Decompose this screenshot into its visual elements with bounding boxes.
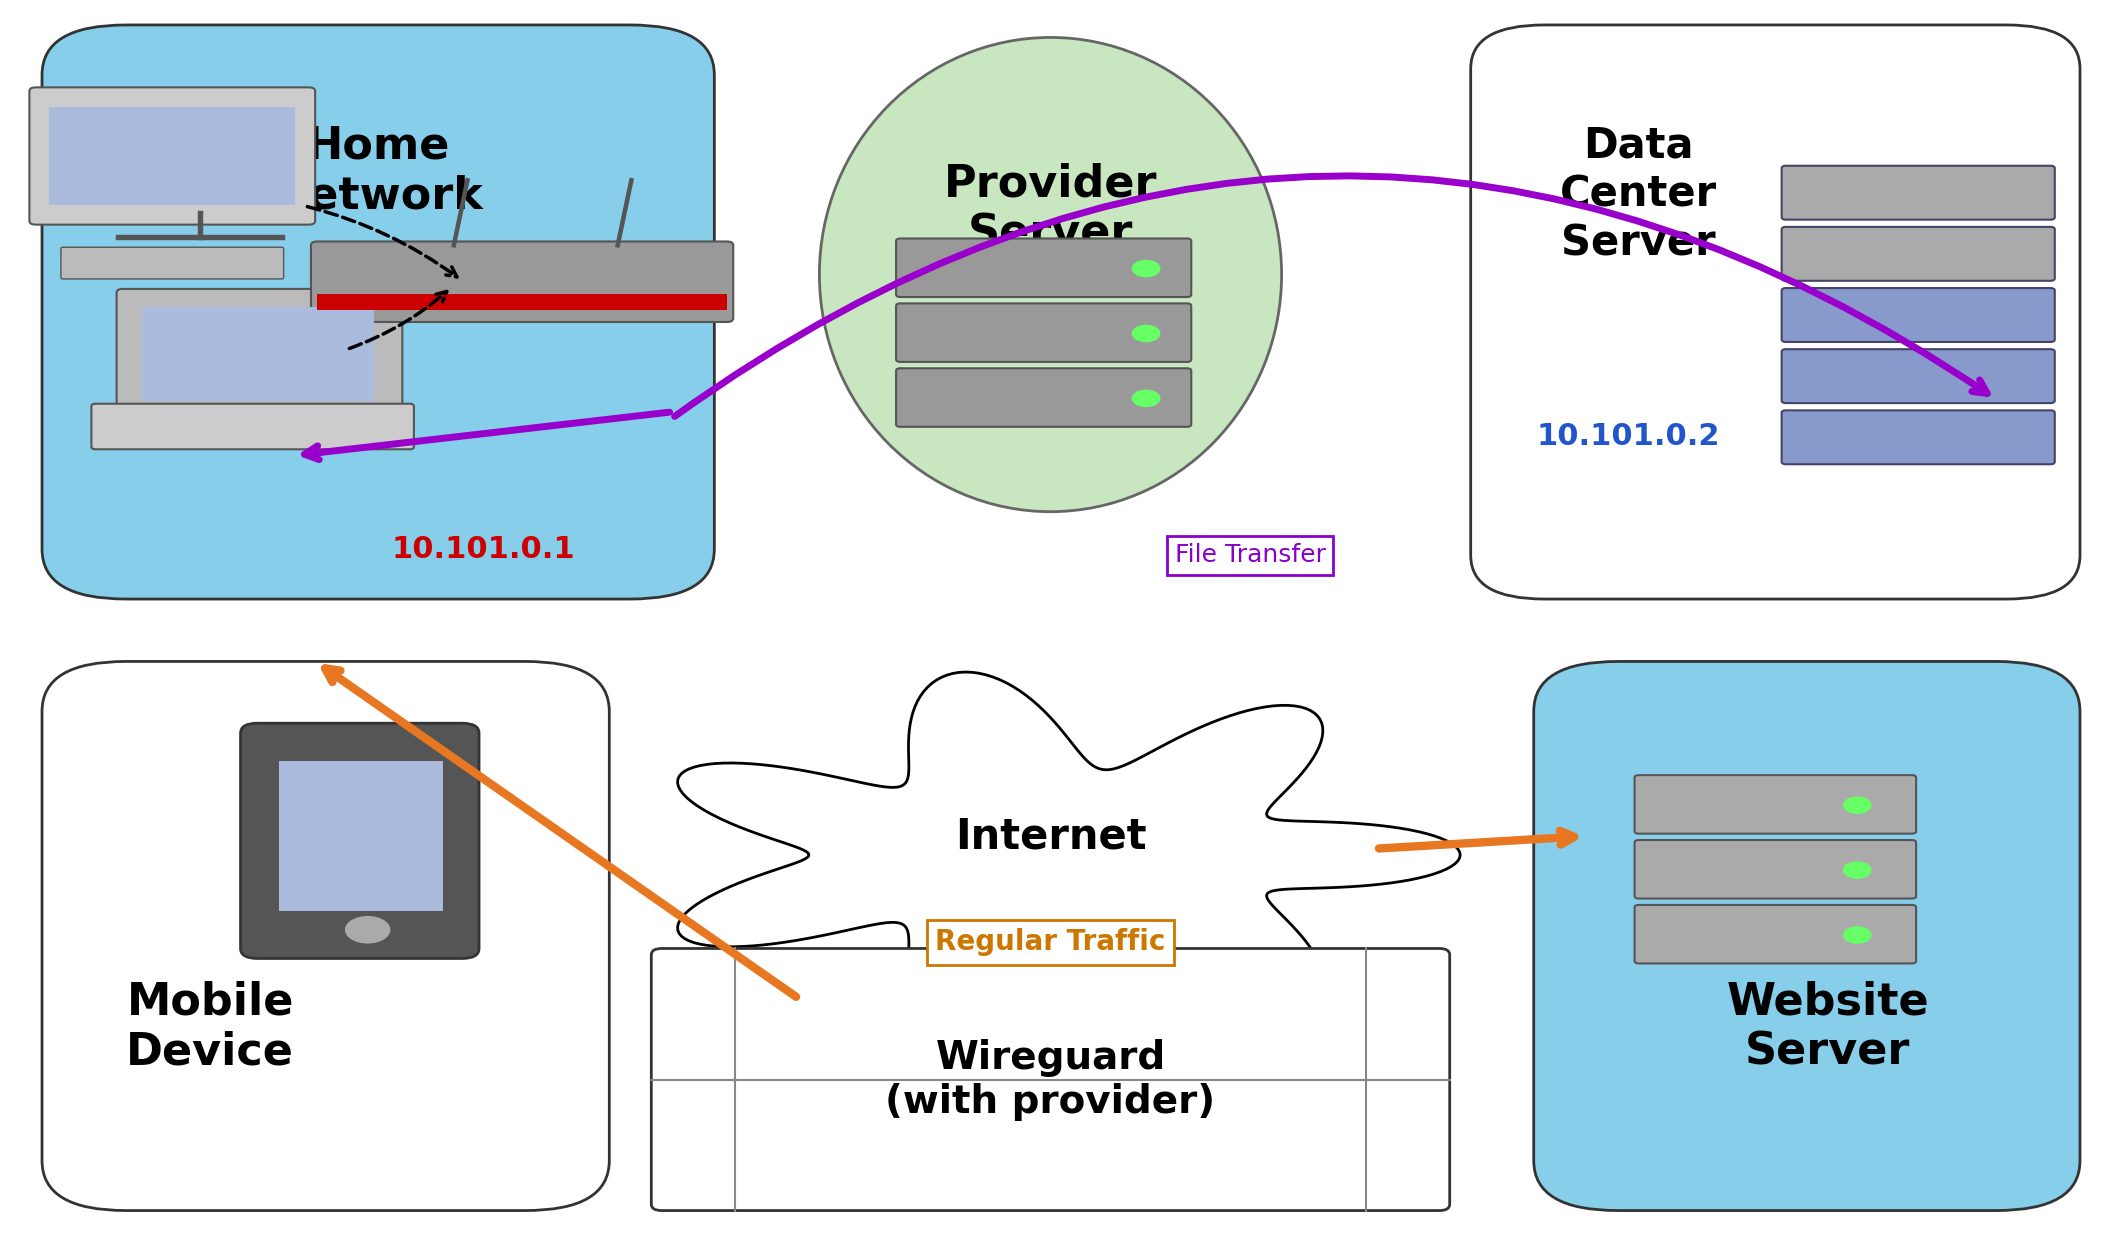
- FancyBboxPatch shape: [29, 87, 315, 225]
- FancyBboxPatch shape: [1782, 349, 2055, 403]
- Circle shape: [1132, 326, 1160, 342]
- Circle shape: [1845, 862, 1872, 879]
- Text: Mobile
Device: Mobile Device: [126, 981, 294, 1073]
- FancyBboxPatch shape: [1635, 840, 1916, 899]
- FancyBboxPatch shape: [895, 368, 1191, 427]
- FancyBboxPatch shape: [651, 948, 1450, 1211]
- Ellipse shape: [819, 37, 1282, 512]
- Text: Internet: Internet: [954, 815, 1147, 857]
- FancyBboxPatch shape: [895, 303, 1191, 362]
- FancyBboxPatch shape: [143, 307, 374, 402]
- FancyBboxPatch shape: [42, 25, 714, 599]
- FancyBboxPatch shape: [1782, 227, 2055, 281]
- Polygon shape: [679, 671, 1460, 1038]
- FancyBboxPatch shape: [1782, 411, 2055, 464]
- FancyBboxPatch shape: [48, 107, 294, 205]
- Text: Wireguard
(with provider): Wireguard (with provider): [885, 1038, 1216, 1121]
- FancyBboxPatch shape: [1782, 166, 2055, 220]
- Text: File Transfer: File Transfer: [1174, 543, 1326, 568]
- FancyBboxPatch shape: [116, 288, 403, 418]
- FancyBboxPatch shape: [895, 238, 1191, 297]
- FancyBboxPatch shape: [1635, 775, 1916, 834]
- FancyBboxPatch shape: [1471, 25, 2080, 599]
- Text: Home
Network: Home Network: [273, 125, 483, 217]
- FancyBboxPatch shape: [311, 242, 733, 322]
- FancyBboxPatch shape: [1534, 661, 2080, 1211]
- FancyBboxPatch shape: [1782, 288, 2055, 342]
- FancyBboxPatch shape: [317, 295, 727, 311]
- Text: Provider
Server: Provider Server: [943, 162, 1158, 255]
- FancyBboxPatch shape: [1635, 905, 1916, 963]
- Circle shape: [1132, 391, 1160, 407]
- FancyBboxPatch shape: [90, 404, 414, 449]
- Text: Website
Server: Website Server: [1727, 981, 1929, 1073]
- Text: 10.101.0.1: 10.101.0.1: [391, 534, 576, 564]
- Circle shape: [1132, 261, 1160, 277]
- Circle shape: [1845, 927, 1872, 943]
- FancyBboxPatch shape: [42, 661, 609, 1211]
- Circle shape: [1845, 797, 1872, 814]
- Text: Data
Center
Server: Data Center Server: [1561, 125, 1717, 265]
- FancyBboxPatch shape: [240, 724, 479, 958]
- Text: 10.101.0.2: 10.101.0.2: [1536, 422, 1721, 452]
- FancyBboxPatch shape: [279, 761, 443, 911]
- Text: Regular Traffic: Regular Traffic: [935, 929, 1166, 956]
- Circle shape: [345, 916, 389, 943]
- FancyBboxPatch shape: [61, 247, 284, 278]
